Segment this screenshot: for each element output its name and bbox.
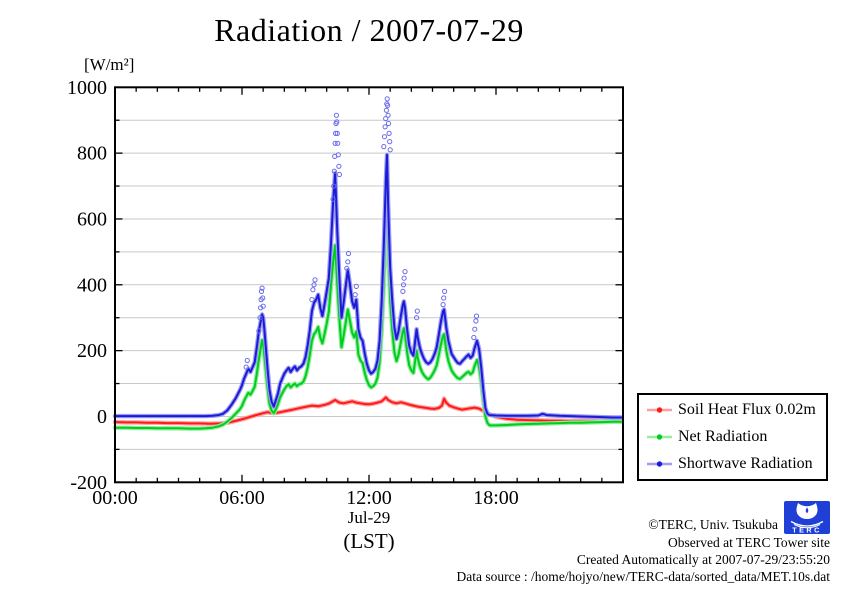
terc-logo-text: TERC: [792, 526, 822, 535]
legend-label: Net Radiation: [678, 427, 768, 445]
legend-label: Soil Heat Flux 0.02m: [678, 401, 816, 419]
legend-marker-net-radiation: [646, 432, 673, 442]
y-tick-label-600: 600: [77, 208, 107, 230]
y-tick-label-800: 800: [77, 143, 107, 165]
plot-series-layer: [112, 86, 625, 484]
y-tick-label-0: 0: [97, 406, 107, 428]
y-axis-unit-label: [W/m²]: [84, 55, 135, 74]
terc-logo-wave-1: [790, 520, 824, 527]
x-tick-label-1800: 18:00: [473, 487, 519, 509]
legend-marker-shortwave-radiation: [646, 459, 673, 469]
data-source-text: Data source : /home/hojyo/new/TERC-data/…: [456, 569, 830, 584]
copyright-text: ©TERC, Univ. Tsukuba: [648, 517, 778, 532]
legend-item-soil-heat-flux: Soil Heat Flux 0.02m: [639, 401, 826, 419]
y-tick-label-200: 200: [77, 340, 107, 362]
legend-item-net-radiation: Net Radiation: [639, 428, 826, 446]
legend-marker-soil-heat-flux: [646, 405, 673, 415]
y-tick-label-neg200: -200: [70, 472, 107, 494]
legend-item-shortwave-radiation: Shortwave Radiation: [639, 455, 826, 473]
terc-logo-wave-2: [793, 524, 821, 529]
terc-logo: TERC: [784, 501, 830, 534]
chart-title: Radiation / 2007-07-29: [214, 12, 524, 48]
terc-logo-droplet-icon: [805, 507, 809, 514]
y-tick-label-400: 400: [77, 274, 107, 296]
legend: Soil Heat Flux 0.02m Net Radiation Short…: [637, 393, 828, 481]
x-axis-unit-label: (LST): [343, 529, 394, 553]
x-tick-label-0000: 00:00: [92, 487, 138, 509]
legend-label: Shortwave Radiation: [678, 454, 813, 472]
observed-site-text: Observed at TERC Tower site: [667, 535, 830, 550]
x-tick-label-0600: 06:00: [219, 487, 265, 509]
x-axis-date-label: Jul-29: [348, 508, 391, 527]
x-tick-label-1200: 12:00: [346, 487, 392, 509]
y-tick-label-1000: 1000: [67, 77, 107, 99]
created-timestamp-text: Created Automatically at 2007-07-29/23:5…: [576, 552, 830, 567]
